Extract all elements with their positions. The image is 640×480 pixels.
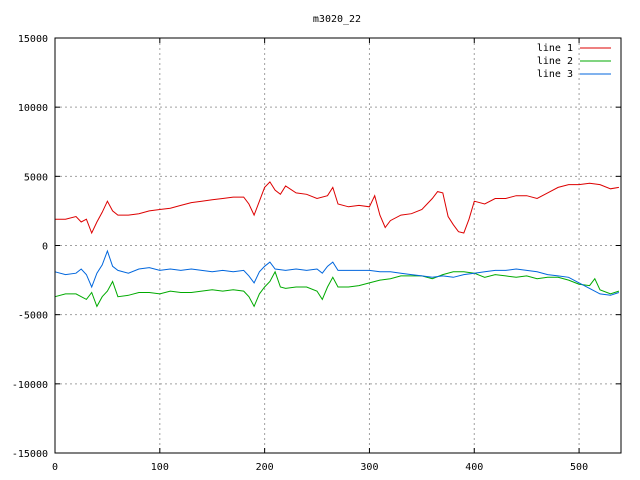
y-tick-label: 10000 [18, 103, 48, 114]
y-tick-label: -10000 [12, 380, 48, 391]
series-line-3 [54, 249, 620, 296]
legend-label-3: line 3 [537, 69, 573, 80]
x-tick-label: 400 [465, 462, 483, 473]
y-tick-label: -15000 [12, 449, 48, 460]
grid-lines [55, 38, 621, 453]
legend-label-2: line 2 [537, 56, 573, 67]
x-tick-label: 300 [360, 462, 378, 473]
y-tick-label: 5000 [24, 172, 48, 183]
y-tick-label: 0 [42, 242, 48, 253]
x-tick-label: 0 [52, 462, 58, 473]
y-tick-label: 15000 [18, 34, 48, 45]
x-tick-label: 500 [570, 462, 588, 473]
axis-ticks: 0 100 200 300 400 500 -15000 -10000 -5000 0 5000 10… [12, 34, 621, 473]
x-tick-label: 100 [151, 462, 169, 473]
legend-label-1: line 1 [537, 43, 573, 54]
legend: line 1 line 2 line 3 [537, 43, 611, 80]
y-tick-label: -5000 [18, 311, 48, 322]
series-line-1 [55, 181, 619, 235]
chart-title: m3020_22 [313, 14, 361, 25]
series-lines [54, 181, 620, 308]
series-line-2 [54, 270, 620, 308]
x-tick-label: 200 [256, 462, 274, 473]
